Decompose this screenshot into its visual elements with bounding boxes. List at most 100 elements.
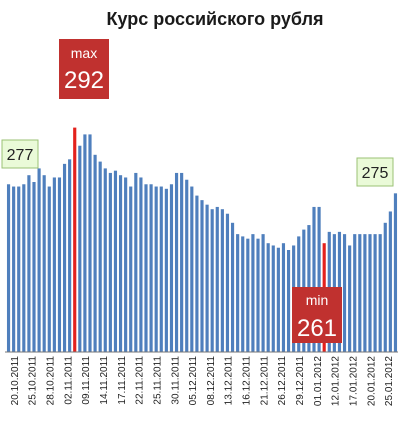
bar (159, 186, 163, 352)
bar (124, 177, 128, 352)
bar (205, 204, 209, 352)
x-tick-label: 30.11.2011 (170, 356, 181, 405)
x-tick-label: 14.11.2011 (99, 356, 110, 405)
bar (174, 172, 179, 352)
x-tick-label: 21.12.2011 (259, 356, 270, 406)
bar (368, 234, 372, 352)
x-tick-label: 09.11.2011 (81, 356, 92, 405)
bar (373, 234, 377, 352)
bar (68, 159, 72, 352)
x-tick-label: 20.10.2011 (10, 356, 21, 406)
bar (241, 236, 245, 352)
bar (236, 234, 240, 352)
bar (317, 206, 321, 352)
bar (88, 134, 92, 352)
last-value-text: 275 (362, 165, 389, 182)
bar (129, 186, 133, 352)
bar (42, 175, 46, 352)
bar (393, 193, 398, 352)
min-callout-value: 261 (297, 315, 337, 342)
x-tick-label: 25.01.2012 (384, 356, 395, 406)
bar (256, 238, 260, 352)
bar (312, 206, 316, 352)
bar (180, 172, 184, 352)
x-tick-label: 25.10.2011 (28, 356, 39, 406)
bar (286, 250, 291, 352)
bar (169, 184, 174, 352)
bar (353, 234, 357, 352)
bar (62, 163, 67, 352)
bar (108, 172, 112, 352)
x-tick-label: 16.12.2011 (242, 356, 253, 406)
bar (144, 184, 148, 352)
max-callout: max 292 (59, 39, 109, 99)
bar (276, 247, 280, 352)
bar (363, 234, 367, 352)
bar (149, 184, 153, 352)
x-tick-label: 12.01.2012 (331, 356, 342, 406)
bar (358, 234, 362, 352)
x-tick-label: 22.11.2011 (135, 356, 146, 405)
bar (93, 154, 97, 352)
x-tick-label: 28.10.2011 (46, 356, 57, 406)
bar (27, 175, 31, 352)
bar (251, 234, 255, 352)
bar (32, 182, 36, 352)
bar (215, 206, 219, 352)
bar (261, 234, 265, 352)
x-tick-labels: 20.10.2011 25.10.2011 28.10.2011 02.11.2011… (10, 356, 395, 406)
bar (225, 213, 230, 352)
bars-group (6, 127, 398, 352)
bar (17, 186, 21, 352)
bar (342, 234, 347, 352)
min-callout-box (292, 287, 342, 343)
max-callout-box (59, 39, 109, 99)
x-tick-label: 01.01.2012 (313, 356, 324, 406)
bar (210, 209, 214, 352)
bar (78, 145, 82, 352)
bar (52, 177, 56, 352)
x-tick-label: 02.11.2011 (63, 356, 74, 405)
bar (134, 172, 138, 352)
chart-title: Курс российского рубля (106, 9, 323, 29)
bar (378, 234, 382, 352)
bar (47, 186, 51, 352)
x-tick-label: 26.12.2011 (277, 356, 288, 406)
bar-highlight (73, 127, 77, 352)
first-value-box (1, 139, 39, 169)
bar (103, 168, 107, 352)
bar (83, 134, 87, 352)
x-tick-label: 25.11.2011 (152, 356, 163, 405)
bar (185, 179, 189, 352)
bar (348, 245, 352, 352)
bar (164, 188, 168, 352)
x-tick-label: 13.12.2011 (224, 356, 235, 406)
bar (383, 222, 387, 352)
bar (220, 209, 224, 352)
x-tick-label: 05.12.2011 (188, 356, 199, 406)
x-tick-label: 29.12.2011 (295, 356, 306, 406)
bar (12, 186, 16, 352)
x-tick-label: 08.12.2011 (206, 356, 217, 406)
bar (154, 186, 158, 352)
x-tick-label: 20.01.2012 (366, 356, 377, 406)
x-tick-label: 17.11.2011 (117, 356, 128, 405)
bar (266, 243, 270, 352)
first-value-label: 277 (1, 139, 39, 169)
bar (57, 177, 62, 352)
min-callout: min 261 (292, 287, 342, 343)
bar (246, 238, 250, 352)
last-value-box (356, 157, 394, 187)
min-callout-label: min (306, 292, 329, 308)
bar (195, 195, 199, 352)
bar (98, 161, 102, 352)
bar (6, 184, 11, 352)
bar (139, 177, 143, 352)
x-tick-label: 17.01.2012 (348, 356, 359, 406)
first-value-text: 277 (7, 147, 34, 164)
bar (190, 186, 194, 352)
max-callout-value: 292 (64, 67, 104, 94)
bar (388, 211, 392, 352)
bar (22, 184, 26, 352)
